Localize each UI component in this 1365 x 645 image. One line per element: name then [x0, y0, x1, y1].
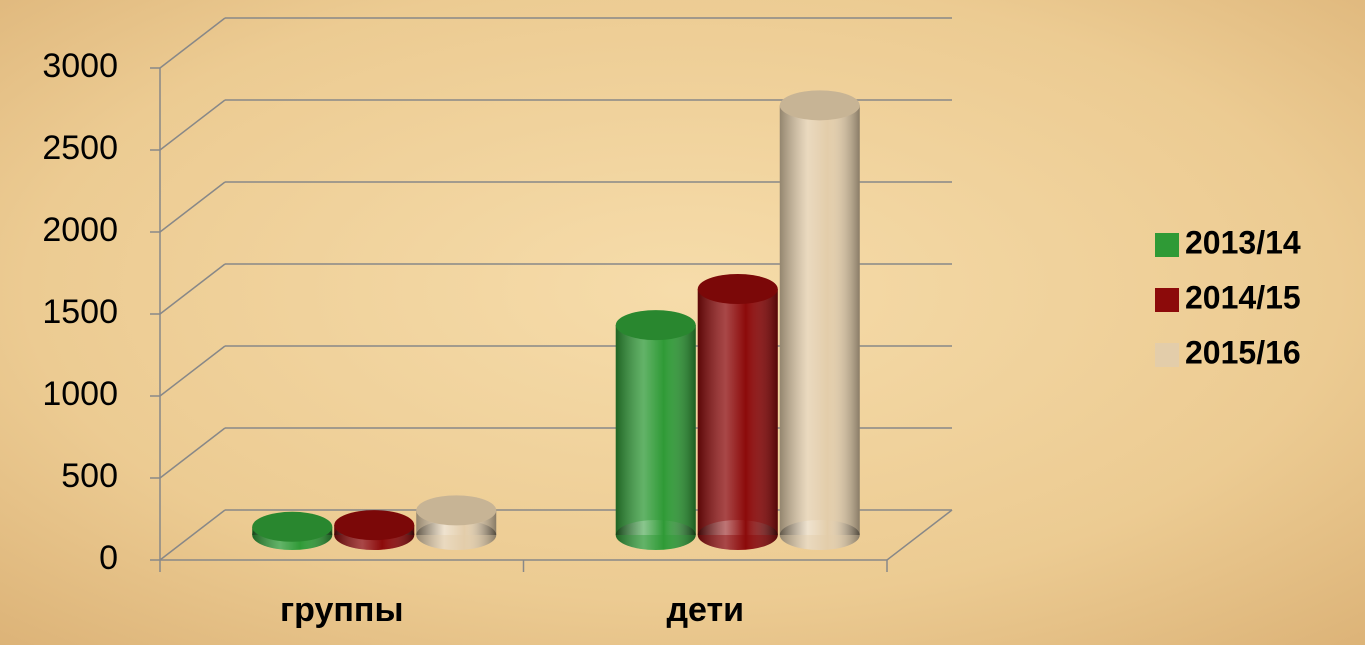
bar — [698, 274, 778, 550]
legend-label: 2014/15 — [1185, 279, 1301, 315]
legend-swatch — [1155, 343, 1179, 367]
bar-top-shade — [616, 310, 696, 340]
bar-top-shade — [252, 512, 332, 542]
y-tick-label: 1000 — [42, 375, 118, 413]
bar-bottom-shade — [780, 520, 860, 550]
y-tick-label: 1500 — [42, 293, 118, 331]
bar — [252, 512, 332, 550]
legend-label: 2013/14 — [1185, 224, 1301, 260]
x-tick-label: дети — [666, 591, 744, 629]
y-tick-label: 2000 — [42, 211, 118, 249]
bar-bottom-shade — [698, 520, 778, 550]
y-tick-label: 0 — [99, 539, 118, 577]
chart: 0 500 1000 1500 2000 2500 3000 группы дети 2013/1… — [0, 0, 1365, 645]
bar-bottom-shade — [616, 520, 696, 550]
bar-shade — [616, 325, 696, 535]
bar — [416, 495, 496, 550]
bar — [780, 90, 860, 550]
bar — [616, 310, 696, 550]
bar-shade — [698, 289, 778, 535]
y-tick-label: 3000 — [42, 47, 118, 85]
legend-swatch — [1155, 233, 1179, 257]
bar-top-shade — [334, 510, 414, 540]
x-tick-label: группы — [280, 591, 404, 629]
bar-top-shade — [698, 274, 778, 304]
bar-shade — [780, 105, 860, 535]
legend-label: 2015/16 — [1185, 334, 1301, 370]
legend-swatch — [1155, 288, 1179, 312]
y-tick-label: 500 — [61, 457, 118, 495]
y-tick-label: 2500 — [42, 129, 118, 167]
bar-top-shade — [416, 495, 496, 525]
bar-top-shade — [780, 90, 860, 120]
bar — [334, 510, 414, 550]
